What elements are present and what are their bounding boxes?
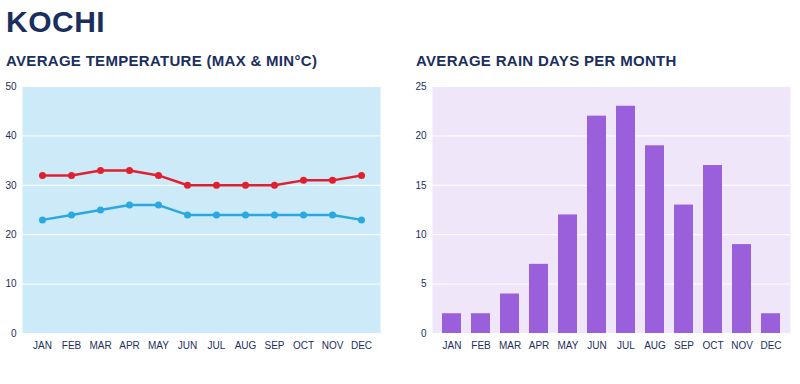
html-text:KOCHI: KOCHI [6,5,106,38]
svg-text:SEP: SEP [674,340,694,351]
svg-text:APR: APR [529,340,550,351]
svg-text:15: 15 [415,180,427,191]
svg-text:AUG: AUG [644,340,666,351]
svg-text:MAR: MAR [499,340,521,351]
svg-text:20: 20 [5,229,17,240]
svg-text:20: 20 [415,130,427,141]
svg-text:10: 10 [5,278,17,289]
svg-text:40: 40 [5,130,17,141]
svg-text:NOV: NOV [731,340,753,351]
svg-text:APR: APR [119,340,140,351]
svg-text:JAN: JAN [33,340,52,351]
html-text:AVERAGE RAIN DAYS PER MONTH: AVERAGE RAIN DAYS PER MONTH [416,52,677,69]
svg-text:MAY: MAY [148,340,169,351]
svg-text:10: 10 [415,229,427,240]
svg-text:JUL: JUL [208,340,226,351]
svg-text:30: 30 [5,180,17,191]
svg-text:MAY: MAY [558,340,579,351]
svg-text:DEC: DEC [351,340,372,351]
svg-text:0: 0 [421,328,427,339]
svg-text:0: 0 [11,328,17,339]
html-text:AVERAGE TEMPERATURE (MAX & MIN: AVERAGE TEMPERATURE (MAX & MIN°C) [6,52,318,69]
svg-text:OCT: OCT [702,340,723,351]
svg-text:SEP: SEP [264,340,284,351]
svg-text:JUN: JUN [178,340,197,351]
svg-text:OCT: OCT [293,340,314,351]
svg-text:25: 25 [415,81,427,92]
svg-text:DEC: DEC [760,340,781,351]
svg-text:JUL: JUL [617,340,635,351]
svg-text:JUN: JUN [587,340,606,351]
svg-text:FEB: FEB [62,340,82,351]
svg-text:AUG: AUG [235,340,257,351]
svg-text:5: 5 [421,278,427,289]
svg-text:JAN: JAN [443,340,462,351]
svg-text:50: 50 [5,81,17,92]
svg-text:MAR: MAR [89,340,111,351]
svg-text:NOV: NOV [322,340,344,351]
svg-text:FEB: FEB [471,340,491,351]
